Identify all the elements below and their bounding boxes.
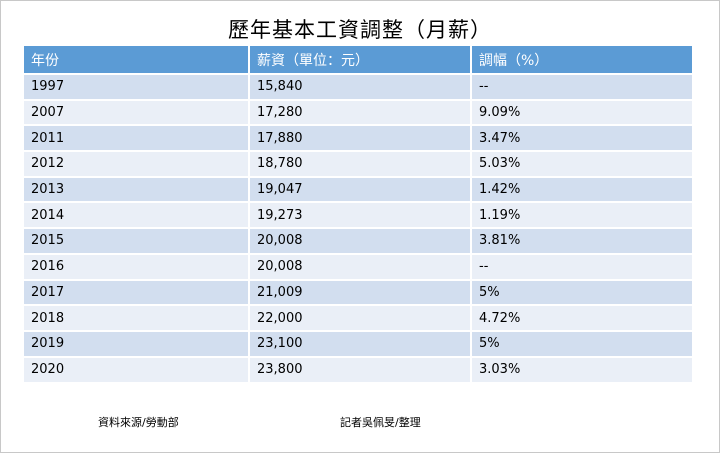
- source-credit: 資料來源/勞動部: [98, 416, 179, 429]
- cell-year: 1997: [24, 73, 250, 100]
- cell-wage: 20,008: [249, 252, 472, 280]
- cell-change: 3.03%: [471, 355, 692, 383]
- table-row: 2007 17,280 9.09%: [24, 98, 692, 126]
- cell-change: 5%: [471, 329, 692, 357]
- cell-wage: 18,780: [249, 150, 472, 177]
- cell-year: 2007: [24, 98, 250, 126]
- cell-year: 2014: [24, 201, 250, 229]
- table-title: 歷年基本工資調整（月薪）: [228, 18, 492, 42]
- table-row: 2014 19,273 1.19%: [24, 201, 692, 229]
- cell-year: 2018: [24, 304, 250, 331]
- cell-wage: 23,800: [249, 355, 472, 383]
- cell-change: 9.09%: [471, 98, 692, 126]
- cell-change: 3.81%: [471, 227, 692, 254]
- cell-wage: 20,008: [249, 227, 472, 254]
- table-row: 2012 18,780 5.03%: [24, 150, 692, 177]
- cell-year: 2016: [24, 252, 250, 280]
- cell-year: 2011: [24, 124, 250, 152]
- table-row: 2011 17,880 3.47%: [24, 124, 692, 152]
- cell-change: --: [471, 73, 692, 100]
- minimum-wage-table: 年份 薪資（單位：元） 調幅（%） 1997 15,840 -- 2007 17…: [24, 46, 692, 383]
- cell-year: 2019: [24, 329, 250, 357]
- cell-year: 2015: [24, 227, 250, 254]
- cell-wage: 17,280: [249, 98, 472, 126]
- cell-year: 2020: [24, 355, 250, 383]
- table-row: 2018 22,000 4.72%: [24, 304, 692, 331]
- table-row: 2015 20,008 3.81%: [24, 227, 692, 254]
- cell-change: 3.47%: [471, 124, 692, 152]
- cell-change: 5%: [471, 278, 692, 306]
- cell-change: 5.03%: [471, 150, 692, 177]
- header-wage: 薪資（單位：元）: [249, 46, 472, 74]
- cell-change: --: [471, 252, 692, 280]
- cell-wage: 19,273: [249, 201, 472, 229]
- cell-year: 2013: [24, 175, 250, 203]
- cell-change: 4.72%: [471, 304, 692, 331]
- cell-wage: 15,840: [249, 73, 472, 100]
- header-year: 年份: [24, 46, 250, 74]
- table-header-row: 年份 薪資（單位：元） 調幅（%）: [24, 46, 692, 74]
- table-row: 2013 19,047 1.42%: [24, 175, 692, 203]
- cell-wage: 17,880: [249, 124, 472, 152]
- cell-year: 2017: [24, 278, 250, 306]
- table-row: 2017 21,009 5%: [24, 278, 692, 306]
- table-row: 1997 15,840 --: [24, 73, 692, 100]
- reporter-credit: 記者吳佩旻/整理: [340, 416, 421, 429]
- cell-change: 1.19%: [471, 201, 692, 229]
- table-row: 2019 23,100 5%: [24, 329, 692, 357]
- cell-year: 2012: [24, 150, 250, 177]
- cell-wage: 23,100: [249, 329, 472, 357]
- header-change: 調幅（%）: [471, 46, 692, 74]
- cell-wage: 22,000: [249, 304, 472, 331]
- cell-change: 1.42%: [471, 175, 692, 203]
- cell-wage: 21,009: [249, 278, 472, 306]
- table-row: 2020 23,800 3.03%: [24, 355, 692, 383]
- table-row: 2016 20,008 --: [24, 252, 692, 280]
- cell-wage: 19,047: [249, 175, 472, 203]
